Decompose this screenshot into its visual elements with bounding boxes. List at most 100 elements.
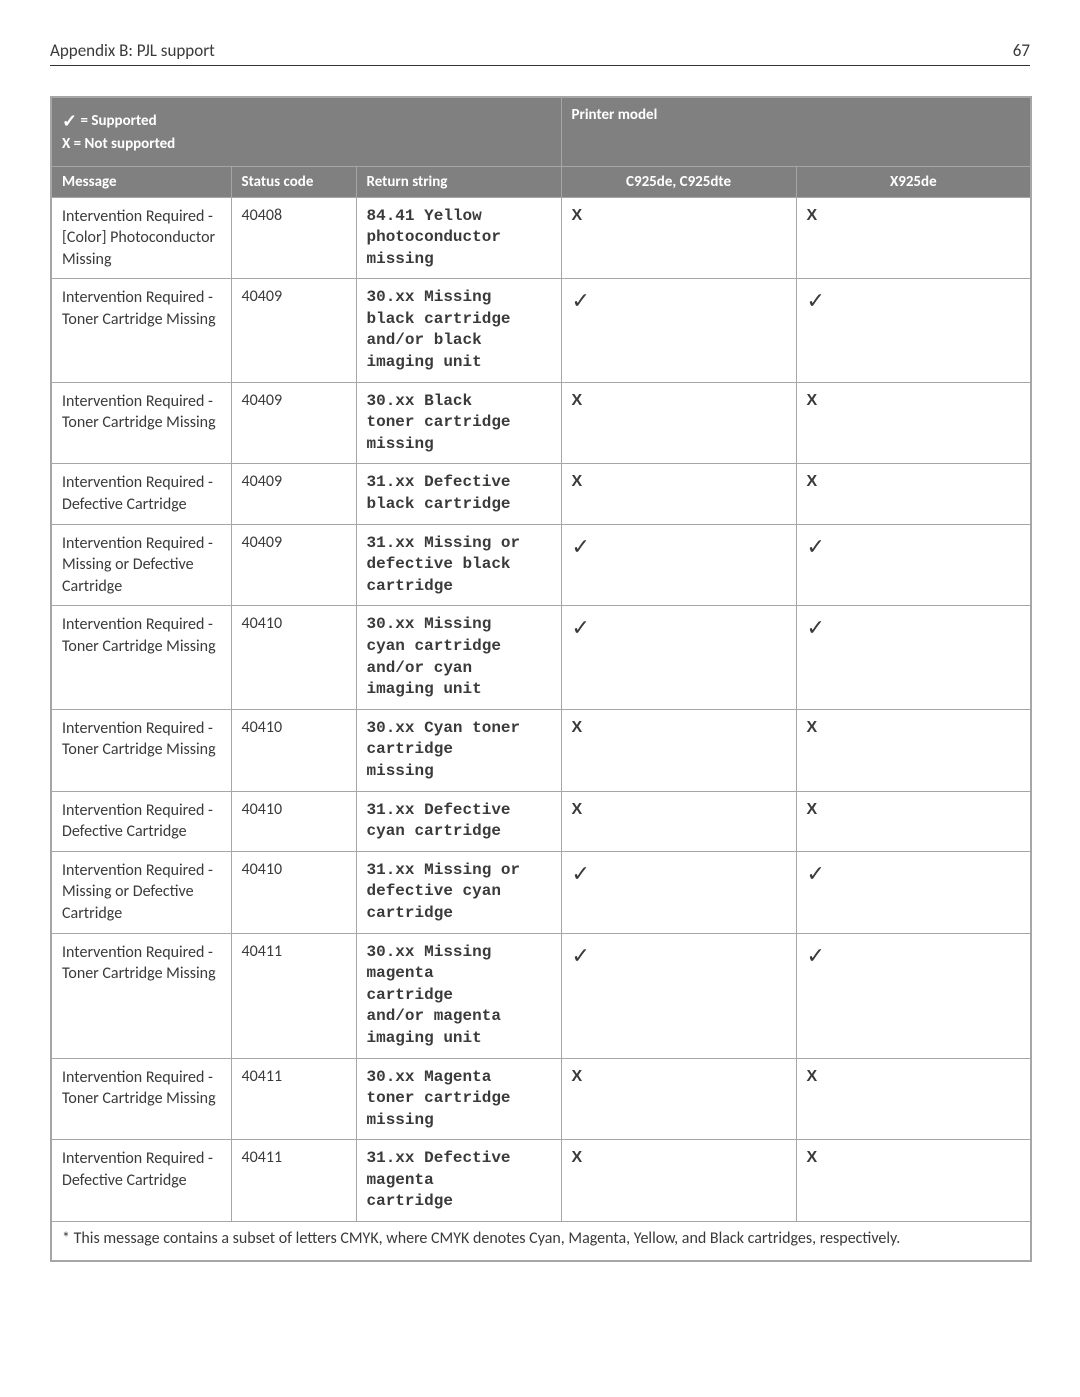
cell-status-code: 40410 [231,709,356,791]
x-icon: X [572,719,583,736]
cell-model2: ✓ [796,279,1031,382]
cell-message: Intervention Required - Toner Cartridge … [51,606,231,709]
cell-status-code: 40410 [231,606,356,709]
cell-return-string: 30.xx Missing black cartridge and/or bla… [356,279,561,382]
cell-model2: X [796,1058,1031,1140]
check-icon: ✓ [807,860,825,887]
cell-model1: ✓ [561,524,796,606]
cell-message: Intervention Required - Defective Cartri… [51,464,231,524]
check-icon: ✓ [62,108,77,135]
check-icon: ✓ [572,287,590,314]
x-icon: X [807,719,818,736]
cell-message: Intervention Required - Toner Cartridge … [51,279,231,382]
page-number: 67 [1013,40,1030,61]
x-icon: X [572,801,583,818]
x-icon: X [807,392,818,409]
cell-status-code: 40411 [231,1058,356,1140]
check-icon: ✓ [807,287,825,314]
col-status-code: Status code [231,166,356,197]
cell-status-code: 40409 [231,524,356,606]
table-row: Intervention Required - [Color] Photocon… [51,197,1031,279]
cell-status-code: 40408 [231,197,356,279]
cell-model1: X [561,791,796,851]
cell-model1: ✓ [561,933,796,1058]
x-icon: X [572,473,583,490]
check-icon: ✓ [572,614,590,641]
cell-message: Intervention Required - Defective Cartri… [51,1140,231,1222]
cell-model2: X [796,709,1031,791]
cell-status-code: 40410 [231,851,356,933]
x-icon: X [807,207,818,224]
cell-status-code: 40409 [231,279,356,382]
cell-model2: X [796,1140,1031,1222]
cell-return-string: 30.xx Missing cyan cartridge and/or cyan… [356,606,561,709]
table-row: Intervention Required - Toner Cartridge … [51,709,1031,791]
cell-model2: X [796,791,1031,851]
table-row: Intervention Required - Toner Cartridge … [51,382,1031,464]
cell-model2: X [796,382,1031,464]
printer-model-header: Printer model [561,97,1031,166]
cell-status-code: 40409 [231,382,356,464]
cell-model1: X [561,1140,796,1222]
cell-message: Intervention Required - Toner Cartridge … [51,1058,231,1140]
cell-message: Intervention Required - [Color] Photocon… [51,197,231,279]
cell-model1: ✓ [561,606,796,709]
cell-return-string: 31.xx Defective magenta cartridge [356,1140,561,1222]
header-title: Appendix B: PJL support [50,40,215,61]
check-icon: ✓ [572,942,590,969]
x-icon: X [807,473,818,490]
x-icon: X [572,1149,583,1166]
check-icon: ✓ [572,533,590,560]
cell-status-code: 40409 [231,464,356,524]
cell-return-string: 30.xx Black toner cartridge missing [356,382,561,464]
x-icon: X [572,207,583,224]
cell-status-code: 40410 [231,791,356,851]
table-row: Intervention Required - Defective Cartri… [51,791,1031,851]
table-row: Intervention Required - Defective Cartri… [51,464,1031,524]
cell-model1: X [561,197,796,279]
cell-model2: ✓ [796,933,1031,1058]
col-return-string: Return string [356,166,561,197]
check-icon: ✓ [807,533,825,560]
cell-model1: X [561,709,796,791]
cell-model2: ✓ [796,606,1031,709]
check-icon: ✓ [807,942,825,969]
cell-return-string: 30.xx Magenta toner cartridge missing [356,1058,561,1140]
col-model1: C925de, C925dte [561,166,796,197]
cell-return-string: 31.xx Defective black cartridge [356,464,561,524]
page-header: Appendix B: PJL support 67 [50,40,1030,66]
col-model2: X925de [796,166,1031,197]
legend-cell: ✓ = Supported X = Not supported [51,97,561,166]
cell-message: Intervention Required - Toner Cartridge … [51,933,231,1058]
table-body: Intervention Required - [Color] Photocon… [51,197,1031,1222]
cell-message: Intervention Required - Toner Cartridge … [51,709,231,791]
cell-return-string: 31.xx Defective cyan cartridge [356,791,561,851]
cell-model2: ✓ [796,851,1031,933]
table-row: Intervention Required - Toner Cartridge … [51,933,1031,1058]
cell-model1: X [561,382,796,464]
footnote: * This message contains a subset of lett… [51,1222,1031,1261]
cell-model2: ✓ [796,524,1031,606]
cell-status-code: 40411 [231,933,356,1058]
cell-return-string: 31.xx Missing or defective black cartrid… [356,524,561,606]
cell-message: Intervention Required - Missing or Defec… [51,524,231,606]
x-icon: X [807,1068,818,1085]
cell-model2: X [796,464,1031,524]
cell-model1: X [561,1058,796,1140]
check-icon: ✓ [807,614,825,641]
cell-message: Intervention Required - Defective Cartri… [51,791,231,851]
table-row: Intervention Required - Missing or Defec… [51,524,1031,606]
cell-model2: X [796,197,1031,279]
legend-supported-label: = Supported [81,112,157,130]
cell-return-string: 30.xx Cyan toner cartridge missing [356,709,561,791]
table-row: Intervention Required - Toner Cartridge … [51,279,1031,382]
table-row: Intervention Required - Toner Cartridge … [51,1058,1031,1140]
cell-status-code: 40411 [231,1140,356,1222]
cell-model1: ✓ [561,279,796,382]
x-icon: X [572,1068,583,1085]
cell-message: Intervention Required - Missing or Defec… [51,851,231,933]
pjl-support-table: ✓ = Supported X = Not supported Printer … [50,96,1032,1262]
table-row: Intervention Required - Defective Cartri… [51,1140,1031,1222]
table-row: Intervention Required - Missing or Defec… [51,851,1031,933]
legend-not-supported: X = Not supported [62,135,175,153]
